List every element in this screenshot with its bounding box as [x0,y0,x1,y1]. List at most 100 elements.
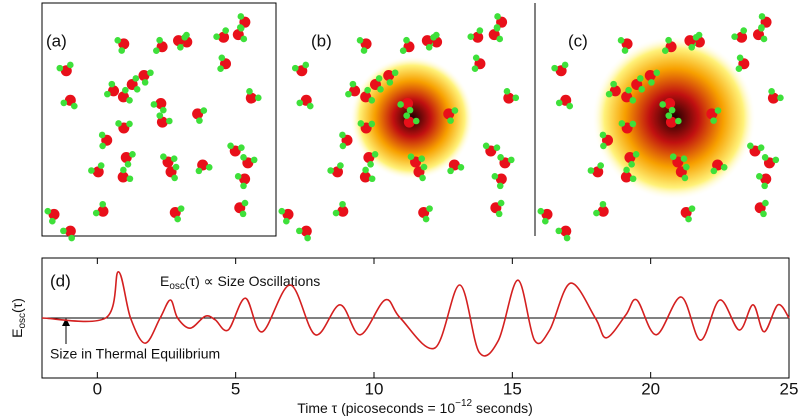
atom-h [600,142,607,150]
atom-h [377,86,384,93]
atom-h [375,75,383,82]
atom-o [120,152,132,164]
atom-h [685,215,692,223]
atom-h [472,54,480,62]
atom-h [306,102,314,110]
atom-h [240,182,247,190]
atom-h [332,209,340,217]
atom-h [218,54,226,62]
atom-h [772,156,780,164]
atom-h [368,120,376,128]
atom-h [669,153,677,160]
atom-o [472,31,484,43]
atom-h [648,79,655,86]
snapshots [41,2,784,242]
atom-h [497,154,504,161]
atom-h [122,86,129,94]
atom-h [494,13,501,20]
atom-h [133,86,141,93]
atom-h [99,142,106,150]
atom-o [443,108,455,120]
atom-h [632,150,640,158]
atom-h [680,155,688,162]
atom-h [217,65,224,73]
atom-h [238,144,245,151]
atom-h [160,153,167,160]
atom-h [512,94,520,102]
atom-h [356,37,364,44]
atom-h [362,166,369,174]
atom-h [68,234,75,242]
atom-h [425,44,433,51]
atom-h [420,163,428,171]
atom-h [126,175,134,183]
atom-h [758,13,766,20]
atom-h [683,163,690,171]
panel-label: (b) [311,31,332,50]
atom-h [345,90,352,98]
atom-h [755,173,763,180]
atom-h [291,64,299,72]
atom-o [360,38,372,50]
atom-h [491,173,499,180]
atom-h [493,25,501,32]
atom-h [304,234,311,242]
atom-h [213,33,220,41]
atom-h [497,199,505,207]
atom-h [349,80,357,88]
atom-h [120,166,127,174]
atom-h [92,209,100,217]
atom-h [196,117,203,124]
atom-o [282,208,294,220]
atom-h [327,167,334,174]
atom-o [239,173,251,185]
atom-h [367,160,374,168]
atom-o [403,116,415,128]
arrow [62,318,70,344]
annotation: Eosc(τ) ∝ Size Oscillations [160,273,320,292]
atom-h [507,156,515,164]
atom-h [496,35,504,43]
atom-h [237,25,245,32]
atom-h [747,142,754,150]
atom-h [386,79,394,86]
atom-h [735,65,743,73]
atom-h [237,13,245,20]
x-tick-label: 10 [365,379,384,398]
atom-h [757,144,765,151]
x-tick-label: 20 [641,379,660,398]
atom-h [422,215,430,223]
atom-o [644,69,656,81]
atom-o [155,98,167,110]
atom-o [331,166,343,178]
atom-h [760,35,768,43]
atom-h [60,227,67,235]
atom-h [503,88,511,95]
atom-h [241,199,249,207]
atom-h [339,131,346,139]
atom-h [761,182,768,190]
atom-h [177,205,185,212]
atom-h [302,61,310,69]
atom-h [555,99,563,107]
atom-o [736,31,748,43]
atom-h [736,54,744,62]
atom-h [495,210,503,218]
atom-h [339,142,347,150]
atom-h [147,69,154,77]
atom-h [360,47,368,54]
atom-o [337,205,349,217]
atom-h [628,160,635,168]
atom-o [448,159,460,171]
atom-h [412,117,420,125]
atom-h [629,120,637,128]
atom-h [629,175,637,183]
atom-h [153,47,160,54]
atom-h [67,61,74,69]
atom-o [712,159,724,171]
atom-h [777,94,784,102]
atom-h [97,162,105,169]
atom-h [150,101,158,108]
atom-h [542,217,549,225]
